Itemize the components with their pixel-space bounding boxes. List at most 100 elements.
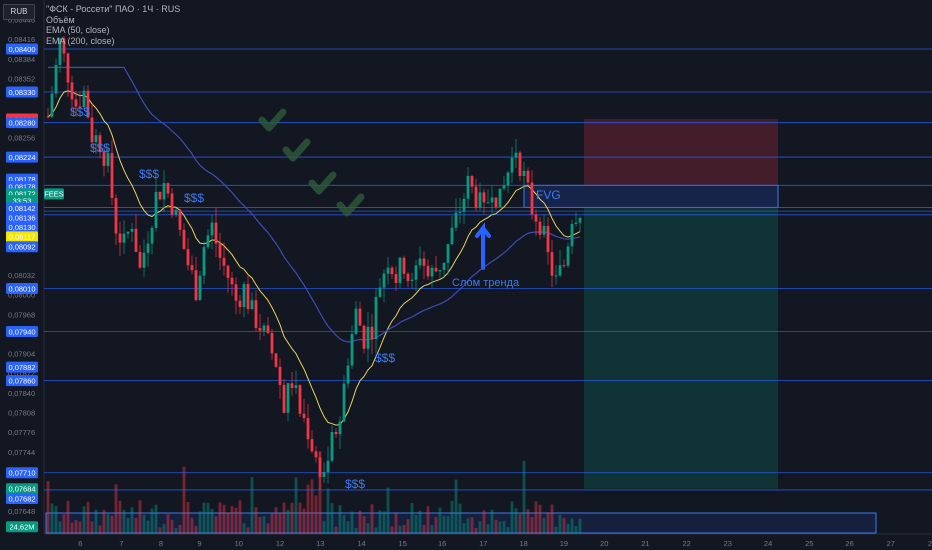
- price-level-tag[interactable]: [6, 212, 38, 224]
- candle-body[interactable]: [502, 185, 506, 189]
- take-profit-zone[interactable]: [584, 207, 778, 489]
- price-level-tag[interactable]: [6, 221, 38, 233]
- price-level-tag[interactable]: [6, 117, 38, 129]
- candle-body[interactable]: [258, 327, 262, 331]
- candle-body[interactable]: [194, 270, 198, 301]
- candle-body[interactable]: [326, 460, 330, 472]
- candle-body[interactable]: [546, 225, 550, 253]
- candle-body[interactable]: [294, 385, 298, 389]
- candle-body[interactable]: [110, 153, 114, 199]
- candle-body[interactable]: [122, 233, 126, 243]
- price-level-tag[interactable]: [6, 282, 38, 294]
- candle-body[interactable]: [202, 247, 206, 276]
- fvg-zone[interactable]: [523, 184, 779, 208]
- candle-body[interactable]: [370, 326, 374, 340]
- candle-body[interactable]: [86, 90, 90, 118]
- candle-body[interactable]: [162, 183, 166, 200]
- candle-body[interactable]: [106, 153, 110, 166]
- candle-body[interactable]: [438, 269, 442, 272]
- candle-body[interactable]: [254, 300, 258, 328]
- price-level-tag[interactable]: [6, 467, 38, 479]
- candle-body[interactable]: [382, 273, 386, 288]
- candle-body[interactable]: [50, 93, 54, 117]
- candle-body[interactable]: [154, 191, 158, 228]
- indicator-ema50[interactable]: EMA (50, close): [46, 25, 110, 35]
- price-level-tag[interactable]: [6, 375, 38, 387]
- candle-body[interactable]: [578, 218, 582, 223]
- candle-body[interactable]: [206, 235, 210, 248]
- candle-body[interactable]: [458, 211, 462, 213]
- price-level-tag[interactable]: [6, 151, 38, 163]
- candle-body[interactable]: [262, 325, 266, 331]
- candle-body[interactable]: [278, 366, 282, 385]
- candle-body[interactable]: [470, 175, 474, 187]
- candle-body[interactable]: [482, 192, 486, 203]
- candle-body[interactable]: [366, 326, 370, 349]
- candle-body[interactable]: [250, 300, 254, 310]
- stop-loss-zone[interactable]: [584, 118, 778, 186]
- candle-body[interactable]: [450, 227, 454, 245]
- candle-body[interactable]: [414, 265, 418, 280]
- candle-body[interactable]: [570, 223, 574, 247]
- price-level-tag[interactable]: [6, 521, 38, 533]
- candle-body[interactable]: [390, 267, 394, 275]
- candle-body[interactable]: [462, 198, 466, 212]
- candle-body[interactable]: [398, 257, 402, 283]
- candle-body[interactable]: [442, 262, 446, 270]
- candle-body[interactable]: [498, 188, 502, 207]
- candle-body[interactable]: [94, 135, 98, 143]
- candle-body[interactable]: [426, 265, 430, 277]
- symbol-title[interactable]: "ФСК - Россети" ПАО · 1Ч · RUS: [46, 4, 181, 14]
- candle-body[interactable]: [386, 267, 390, 274]
- candle-body[interactable]: [150, 227, 154, 244]
- candle-body[interactable]: [446, 244, 450, 263]
- candle-body[interactable]: [350, 333, 354, 366]
- candle-body[interactable]: [454, 212, 458, 228]
- candle-body[interactable]: [374, 296, 378, 340]
- candle-body[interactable]: [234, 284, 238, 301]
- candle-body[interactable]: [422, 258, 426, 266]
- candle-body[interactable]: [178, 209, 182, 230]
- indicator-volume[interactable]: Объём: [46, 14, 75, 25]
- candle-body[interactable]: [534, 214, 538, 222]
- candle-body[interactable]: [286, 383, 290, 413]
- candle-body[interactable]: [66, 53, 70, 83]
- candle-body[interactable]: [242, 284, 246, 308]
- candle-body[interactable]: [54, 64, 58, 94]
- candle-body[interactable]: [378, 287, 382, 297]
- candle-body[interactable]: [554, 275, 558, 277]
- candle-body[interactable]: [466, 175, 470, 199]
- candle-body[interactable]: [542, 225, 546, 235]
- candle-body[interactable]: [46, 116, 50, 118]
- candle-body[interactable]: [210, 222, 214, 236]
- candle-body[interactable]: [114, 198, 118, 234]
- candle-body[interactable]: [298, 385, 302, 414]
- candle-body[interactable]: [158, 191, 162, 200]
- candle-body[interactable]: [354, 308, 358, 334]
- candle-body[interactable]: [526, 170, 530, 183]
- currency-selector[interactable]: RUB: [3, 4, 35, 20]
- candle-body[interactable]: [358, 308, 362, 326]
- price-level-tag[interactable]: [6, 325, 38, 337]
- candle-body[interactable]: [182, 229, 186, 250]
- candle-body[interactable]: [146, 243, 150, 253]
- price-level-tag[interactable]: [6, 483, 38, 495]
- candle-body[interactable]: [138, 251, 142, 268]
- candle-body[interactable]: [246, 284, 250, 310]
- candle-body[interactable]: [334, 431, 338, 435]
- candle-body[interactable]: [230, 277, 234, 285]
- candle-body[interactable]: [238, 300, 242, 308]
- candle-body[interactable]: [474, 186, 478, 208]
- candle-body[interactable]: [98, 135, 102, 152]
- price-level-tag[interactable]: [6, 361, 38, 373]
- candle-body[interactable]: [218, 243, 222, 258]
- candle-body[interactable]: [266, 325, 270, 333]
- candle-body[interactable]: [530, 182, 534, 215]
- candle-body[interactable]: [574, 222, 578, 224]
- price-level-tag[interactable]: [6, 202, 38, 214]
- candle-body[interactable]: [62, 38, 66, 54]
- candle-body[interactable]: [510, 157, 514, 173]
- price-level-tag[interactable]: [6, 241, 38, 253]
- candle-body[interactable]: [174, 209, 178, 215]
- candle-body[interactable]: [130, 228, 134, 232]
